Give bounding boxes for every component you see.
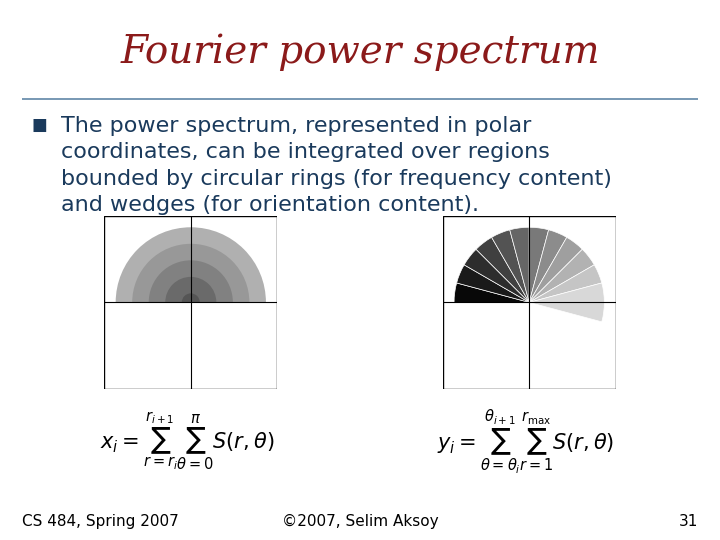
Text: $y_i = \sum_{\theta=\theta_i}^{\theta_{i+1}} \sum_{r=1}^{r_{\max}} S(r,\theta)$: $y_i = \sum_{\theta=\theta_i}^{\theta_{i… bbox=[437, 408, 614, 476]
Wedge shape bbox=[456, 265, 529, 302]
Wedge shape bbox=[181, 293, 200, 302]
Wedge shape bbox=[454, 283, 529, 302]
Wedge shape bbox=[132, 244, 249, 302]
Wedge shape bbox=[116, 227, 266, 302]
Wedge shape bbox=[529, 283, 604, 302]
Wedge shape bbox=[529, 265, 602, 302]
Text: 31: 31 bbox=[679, 514, 698, 529]
Wedge shape bbox=[149, 260, 233, 302]
Wedge shape bbox=[529, 302, 604, 322]
Text: ©2007, Selim Aksoy: ©2007, Selim Aksoy bbox=[282, 514, 438, 529]
Text: $x_i = \sum_{r=r_i}^{r_{i+1}} \sum_{\theta=0}^{\pi} S(r,\theta)$: $x_i = \sum_{r=r_i}^{r_{i+1}} \sum_{\the… bbox=[100, 411, 274, 474]
Wedge shape bbox=[464, 249, 529, 302]
Text: ■: ■ bbox=[32, 116, 48, 134]
Wedge shape bbox=[476, 238, 529, 302]
Wedge shape bbox=[492, 230, 529, 302]
Wedge shape bbox=[529, 227, 549, 302]
Text: The power spectrum, represented in polar
coordinates, can be integrated over reg: The power spectrum, represented in polar… bbox=[61, 116, 612, 215]
Wedge shape bbox=[529, 230, 567, 302]
Text: CS 484, Spring 2007: CS 484, Spring 2007 bbox=[22, 514, 179, 529]
Wedge shape bbox=[529, 238, 582, 302]
Wedge shape bbox=[510, 227, 529, 302]
Wedge shape bbox=[529, 249, 594, 302]
Text: Fourier power spectrum: Fourier power spectrum bbox=[120, 33, 600, 71]
Wedge shape bbox=[166, 277, 216, 302]
